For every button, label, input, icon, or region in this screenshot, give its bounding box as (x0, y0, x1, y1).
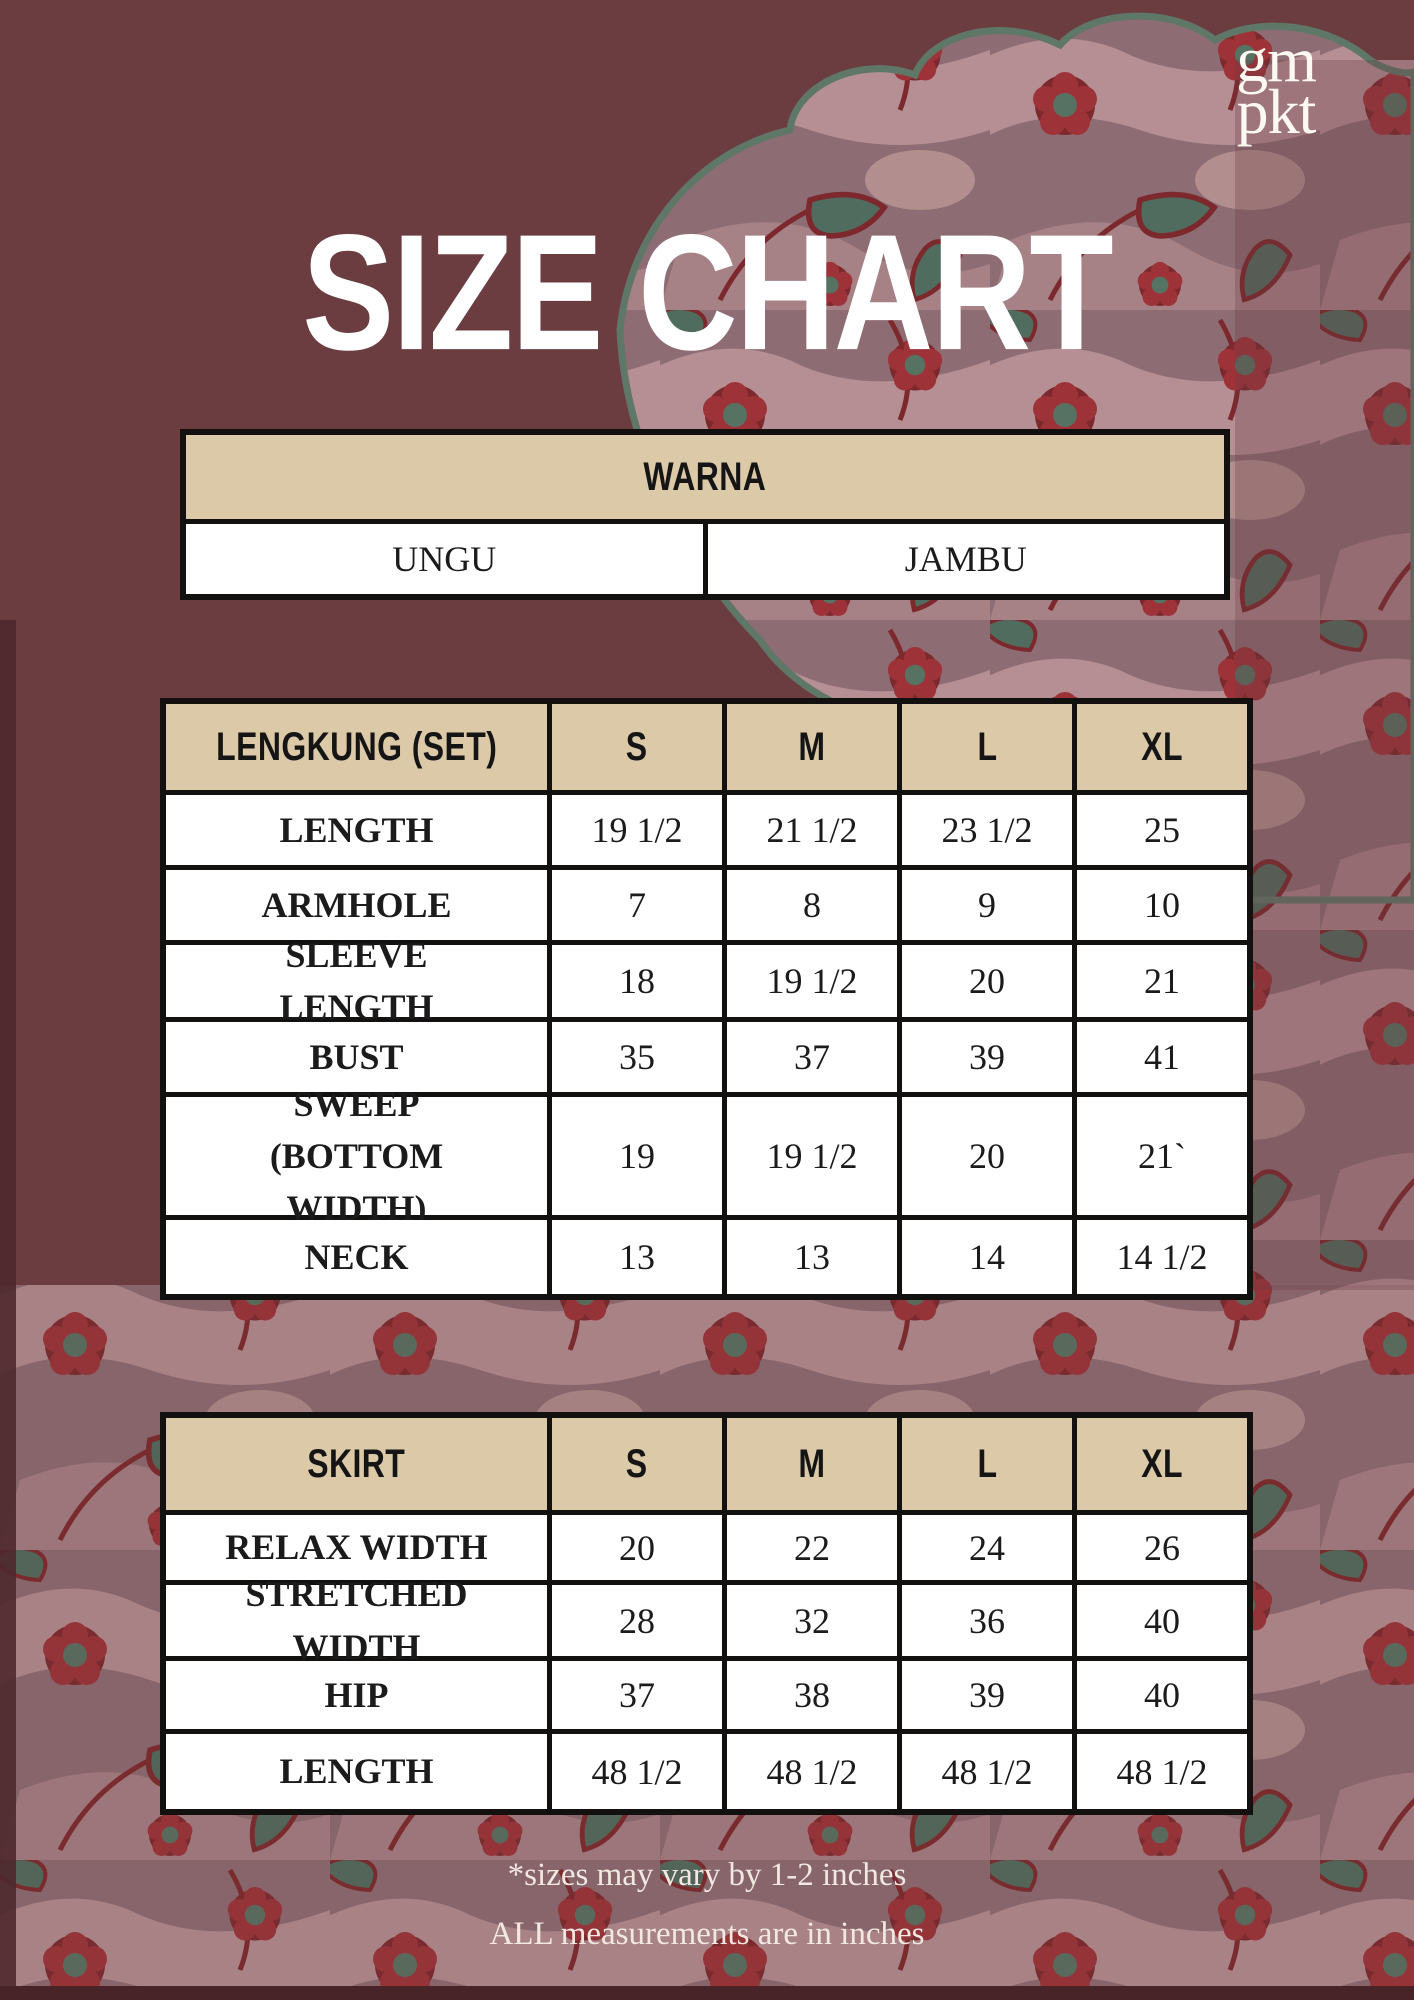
value-cell: 19 1/2 (727, 945, 897, 1017)
size-column-header-m: M (727, 1418, 897, 1510)
row-label: ARMHOLE (166, 870, 547, 940)
footnotes: *sizes may vary by 1-2 inches ALL measur… (0, 1846, 1414, 1965)
value-cell: 10 (1077, 870, 1247, 940)
value-cell: 19 (552, 1097, 722, 1215)
row-label: NECK (166, 1220, 547, 1294)
value-cell: 21 (1077, 945, 1247, 1017)
value-cell: 40 (1077, 1661, 1247, 1729)
value-cell: 48 1/2 (552, 1734, 722, 1809)
value-cell: 22 (727, 1515, 897, 1580)
row-label: STRETCHED WIDTH (166, 1574, 547, 1667)
value-cell: 13 (552, 1220, 722, 1294)
row-label: SLEEVE LENGTH (166, 935, 547, 1027)
value-cell: 40 (1077, 1585, 1247, 1656)
value-cell: 37 (552, 1661, 722, 1729)
row-label: LENGTH (166, 795, 547, 865)
table-name-cell: LENGKUNG (SET) (166, 704, 547, 790)
color-option-ungu: UNGU (186, 524, 703, 594)
row-label: HIP (166, 1661, 547, 1729)
value-cell: 21 1/2 (727, 795, 897, 865)
value-cell: 20 (902, 1097, 1072, 1215)
size-table-skirt: SKIRT S M L XL RELAX WIDTH 20 22 24 26 S… (160, 1412, 1253, 1815)
value-cell: 14 1/2 (1077, 1220, 1247, 1294)
value-cell: 19 1/2 (727, 1097, 897, 1215)
value-cell: 7 (552, 870, 722, 940)
value-cell: 39 (902, 1022, 1072, 1092)
value-cell: 39 (902, 1661, 1072, 1729)
size-column-header-xl: XL (1077, 704, 1247, 790)
size-table-lengkung: LENGKUNG (SET) S M L XL LENGTH 19 1/2 21… (160, 698, 1253, 1300)
value-cell: 35 (552, 1022, 722, 1092)
size-column-header-s: S (552, 1418, 722, 1510)
color-option-jambu: JAMBU (707, 524, 1224, 594)
value-cell: 48 1/2 (902, 1734, 1072, 1809)
value-cell: 24 (902, 1515, 1072, 1580)
value-cell: 48 1/2 (727, 1734, 897, 1809)
color-table-header: WARNA (186, 435, 1224, 519)
row-label: BUST (166, 1022, 547, 1092)
value-cell: 8 (727, 870, 897, 940)
size-column-header-xl: XL (1077, 1418, 1247, 1510)
footnote-size-variance: *sizes may vary by 1-2 inches (507, 1857, 907, 1893)
size-column-header-s: S (552, 704, 722, 790)
value-cell: 36 (902, 1585, 1072, 1656)
logo-line-1: gm (1236, 24, 1317, 95)
value-cell: 19 1/2 (552, 795, 722, 865)
size-column-header-l: L (902, 704, 1072, 790)
value-cell: 21` (1077, 1097, 1247, 1215)
value-cell: 9 (902, 870, 1072, 940)
brand-logo: gm pkt (1208, 24, 1344, 148)
value-cell: 25 (1077, 795, 1247, 865)
size-column-header-l: L (902, 1418, 1072, 1510)
value-cell: 20 (902, 945, 1072, 1017)
row-label: SWEEP (BOTTOM WIDTH) (166, 1084, 547, 1228)
value-cell: 23 1/2 (902, 795, 1072, 865)
value-cell: 13 (727, 1220, 897, 1294)
value-cell: 41 (1077, 1022, 1247, 1092)
size-column-header-m: M (727, 704, 897, 790)
value-cell: 28 (552, 1585, 722, 1656)
footnote-units: ALL measurements are in inches (489, 1916, 925, 1953)
table-name-cell: SKIRT (166, 1418, 547, 1510)
value-cell: 26 (1077, 1515, 1247, 1580)
row-label: LENGTH (166, 1734, 547, 1809)
value-cell: 20 (552, 1515, 722, 1580)
value-cell: 32 (727, 1585, 897, 1656)
page-title: SIZE CHART (302, 199, 1113, 385)
row-label: RELAX WIDTH (166, 1515, 547, 1580)
value-cell: 14 (902, 1220, 1072, 1294)
color-table: WARNA UNGU JAMBU (180, 429, 1230, 600)
value-cell: 48 1/2 (1077, 1734, 1247, 1809)
value-cell: 37 (727, 1022, 897, 1092)
value-cell: 38 (727, 1661, 897, 1729)
value-cell: 18 (552, 945, 722, 1017)
logo-line-2: pkt (1236, 76, 1317, 148)
